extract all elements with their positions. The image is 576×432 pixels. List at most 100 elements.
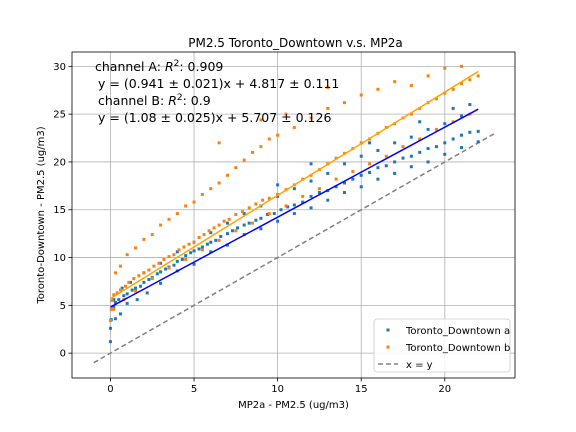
y-tick-label: 30 — [53, 62, 66, 73]
scatter-point — [276, 183, 280, 187]
scatter-point — [309, 162, 313, 166]
y-tick-label: 5 — [60, 301, 66, 312]
annotation-channel-b-equation: y = (1.08 ± 0.025)x + 5.707 ± 0.126 — [98, 110, 331, 125]
scatter-point — [468, 103, 472, 107]
scatter-point — [108, 319, 112, 323]
scatter-point — [254, 202, 258, 206]
scatter-point — [164, 267, 168, 271]
scatter-point — [209, 250, 213, 254]
scatter-point — [234, 166, 238, 170]
y-tick-label: 0 — [60, 349, 66, 360]
scatter-point — [401, 156, 405, 160]
scatter-point — [175, 259, 179, 263]
scatter-point — [334, 156, 338, 160]
scatter-point — [113, 317, 117, 321]
scatter-point — [393, 141, 397, 145]
scatter-point — [129, 280, 133, 284]
scatter-point — [286, 205, 290, 209]
series-layer — [93, 64, 496, 364]
scatter-point — [145, 291, 149, 295]
annotation-channel-a-r2: channel A: R2: 0.909 — [95, 59, 223, 74]
scatter-point — [217, 141, 221, 145]
scatter-point — [476, 140, 480, 144]
scatter-point — [187, 242, 191, 246]
scatter-point — [259, 227, 263, 231]
scatter-point — [409, 83, 413, 87]
scatter-point — [192, 262, 196, 266]
scatter-point — [150, 233, 154, 237]
scatter-point — [184, 254, 188, 258]
scatter-point — [123, 284, 127, 288]
scatter-point — [334, 185, 338, 189]
y-tick-label: 25 — [53, 110, 66, 121]
scatter-point — [342, 181, 346, 185]
scatter-point — [317, 187, 321, 191]
scatter-point — [227, 217, 231, 221]
scatter-point — [460, 146, 464, 150]
scatter-point — [122, 294, 126, 298]
scatter-point — [242, 158, 246, 162]
scatter-point — [182, 245, 186, 249]
scatter-point — [247, 221, 251, 225]
scatter-point — [259, 145, 263, 149]
annotation-channel-b-r2: channel B: R2: 0.9 — [98, 93, 211, 108]
scatter-point — [120, 286, 124, 290]
scatter-point — [177, 248, 181, 252]
fit-annotations: channel A: R2: 0.909 y = (0.941 ± 0.021)… — [95, 59, 339, 125]
scatter-point — [259, 118, 263, 122]
scatter-point — [401, 145, 405, 149]
scatter-point — [251, 150, 255, 154]
scatter-point — [113, 300, 117, 304]
scatter-point — [217, 238, 221, 242]
scatter-point — [125, 292, 129, 296]
scatter-point — [175, 212, 179, 216]
scatter-point — [342, 101, 346, 105]
scatter-point — [209, 231, 213, 235]
x-tick-label: 10 — [271, 384, 284, 395]
scatter-point — [326, 106, 330, 110]
scatter-point — [460, 114, 464, 118]
scatter-point — [134, 286, 138, 290]
scatter-point — [426, 160, 430, 164]
scatter-point — [409, 165, 413, 169]
scatter-point — [222, 219, 226, 223]
scatter-point — [118, 312, 122, 316]
scatter-point — [125, 301, 129, 305]
scatter-point — [342, 162, 346, 166]
scatter-point — [117, 298, 121, 302]
scatter-point — [209, 240, 213, 244]
scatter-point — [205, 242, 209, 246]
legend-marker-a — [386, 328, 390, 332]
scatter-point — [189, 251, 193, 255]
scatter-point — [292, 203, 296, 207]
y-tick-label: 20 — [53, 157, 66, 168]
scatter-point — [384, 164, 388, 168]
scatter-point — [276, 194, 280, 198]
scatter-point — [384, 154, 388, 158]
scatter-point — [254, 218, 258, 222]
scatter-point — [434, 127, 438, 131]
scatter-point — [376, 166, 380, 170]
scatter-point — [342, 191, 346, 195]
scatter-point — [180, 257, 184, 261]
scatter-point — [172, 253, 176, 257]
scatter-point — [451, 137, 455, 141]
scatter-point — [443, 152, 447, 156]
scatter-point — [137, 274, 141, 278]
scatter-point — [217, 223, 221, 227]
scatter-point — [200, 245, 204, 249]
scatter-point — [359, 141, 363, 145]
scatter-point — [225, 173, 229, 177]
scatter-point — [142, 237, 146, 241]
y-axis-label: Toronto-Downtown - PM2.5 (ug/m3) — [36, 126, 47, 304]
scatter-point — [202, 233, 206, 237]
scatter-point — [468, 78, 472, 82]
scatter-point — [112, 304, 116, 308]
scatter-point — [118, 264, 122, 268]
scatter-point — [192, 249, 196, 253]
scatter-point — [409, 154, 413, 158]
scatter-point — [251, 221, 255, 225]
scatter-point — [127, 280, 131, 284]
scatter-point — [225, 232, 229, 236]
